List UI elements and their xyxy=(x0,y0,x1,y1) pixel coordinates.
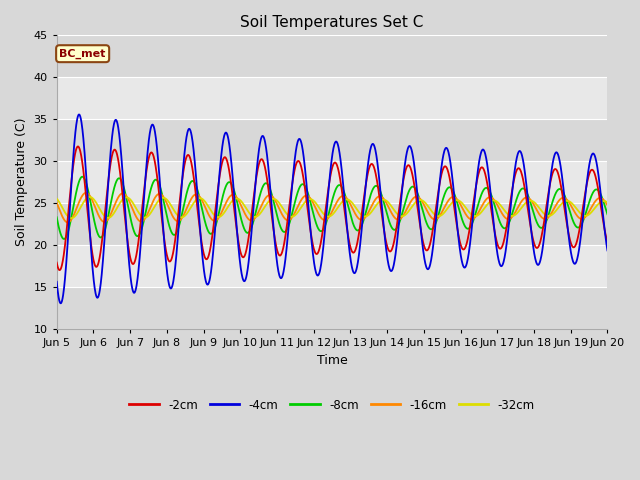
Bar xyxy=(57,36,607,77)
Bar xyxy=(57,245,607,287)
Bar xyxy=(57,287,607,329)
Bar xyxy=(57,119,607,161)
Legend: -2cm, -4cm, -8cm, -16cm, -32cm: -2cm, -4cm, -8cm, -16cm, -32cm xyxy=(125,394,540,416)
Bar xyxy=(57,203,607,245)
Bar xyxy=(57,161,607,203)
Title: Soil Temperatures Set C: Soil Temperatures Set C xyxy=(241,15,424,30)
Bar xyxy=(57,77,607,119)
Y-axis label: Soil Temperature (C): Soil Temperature (C) xyxy=(15,118,28,247)
Text: BC_met: BC_met xyxy=(60,48,106,59)
X-axis label: Time: Time xyxy=(317,354,348,367)
